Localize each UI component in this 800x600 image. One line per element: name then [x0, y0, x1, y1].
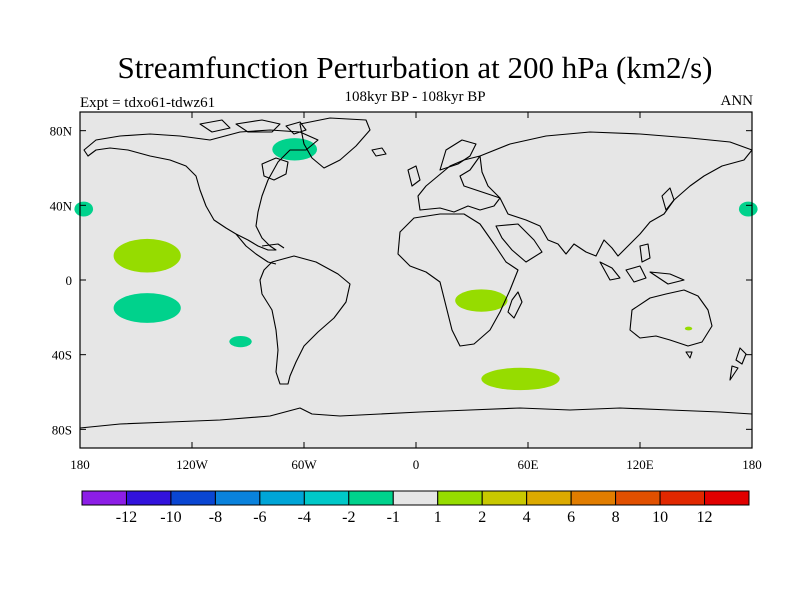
colorbar-label: 4	[523, 509, 531, 526]
south-pacific-subtropical-anomaly	[113, 293, 181, 323]
lon-tick-label: 120E	[626, 457, 654, 472]
colorbar-box	[481, 490, 528, 506]
lon-tick-label: 0	[413, 457, 420, 472]
colorbar-box	[704, 490, 750, 506]
colorbar-box	[348, 490, 394, 506]
map-title: Streamfunction Perturbation at 200 hPa (…	[117, 50, 713, 85]
southern-africa-anomaly	[455, 289, 508, 312]
colorbar-label: 2	[478, 509, 486, 526]
anomaly-layer	[74, 138, 758, 391]
north-pacific-subtropical-anomaly	[113, 238, 181, 273]
colorbar-label: -8	[209, 509, 222, 526]
lon-tick-label: 120W	[176, 457, 209, 472]
colorbar-box	[570, 490, 617, 506]
map-plot-area	[80, 112, 752, 448]
lat-tick-label: 80N	[50, 124, 73, 139]
colorbar-label: 6	[567, 509, 575, 526]
colorbar-label: -6	[253, 509, 266, 526]
southeast-pacific-small-anomaly	[229, 336, 252, 348]
colorbar: -12 -10 -8 -6 -4 -2 -1 1 2 4 6 8 10 12	[81, 490, 750, 526]
greenland-anomaly	[272, 138, 318, 161]
subtitle-label: 108kyr BP - 108kyr BP	[344, 89, 486, 105]
lat-tick-label: 0	[66, 273, 73, 288]
colorbar-box	[170, 490, 216, 506]
colorbar-box	[392, 490, 439, 506]
axis-ticks: 180 120W 60W 0 60E 120E 180 80N 40N 0 40S 80S	[50, 112, 762, 472]
colorbar-label: 12	[697, 509, 713, 526]
lat-tick-label: 40N	[50, 198, 73, 213]
lon-tick-label: 60E	[518, 457, 539, 472]
colorbar-box	[125, 490, 172, 506]
colorbar-box	[303, 490, 350, 506]
lon-tick-label: 60W	[291, 457, 317, 472]
colorbar-label: -10	[160, 509, 181, 526]
colorbar-box	[437, 490, 483, 506]
season-label: ANN	[720, 93, 754, 109]
colorbar-label: -1	[387, 509, 400, 526]
colorbar-label: -4	[298, 509, 311, 526]
lat-tick-label: 80S	[52, 422, 72, 437]
west-pacific-edge-anomaly	[74, 201, 94, 217]
colorbar-label: -2	[342, 509, 355, 526]
lat-tick-label: 40S	[52, 348, 72, 363]
colorbar-label: 1	[434, 509, 442, 526]
southern-indian-ocean-anomaly	[481, 367, 560, 391]
coastline-layer	[79, 117, 753, 429]
colorbar-box	[259, 490, 305, 506]
australia-small-anomaly	[684, 326, 693, 331]
colorbar-box	[81, 490, 127, 506]
colorbar-label: 10	[652, 509, 668, 526]
lon-tick-label: 180	[70, 457, 90, 472]
experiment-label: Expt = tdxo61-tdwz61	[80, 95, 216, 111]
colorbar-box	[615, 490, 661, 506]
colorbar-box	[526, 490, 572, 506]
colorbar-label: -12	[116, 509, 137, 526]
colorbar-box	[214, 490, 261, 506]
lon-tick-label: 180	[742, 457, 762, 472]
colorbar-label: 8	[612, 509, 620, 526]
colorbar-box	[659, 490, 706, 506]
east-pacific-edge-anomaly	[738, 201, 758, 217]
